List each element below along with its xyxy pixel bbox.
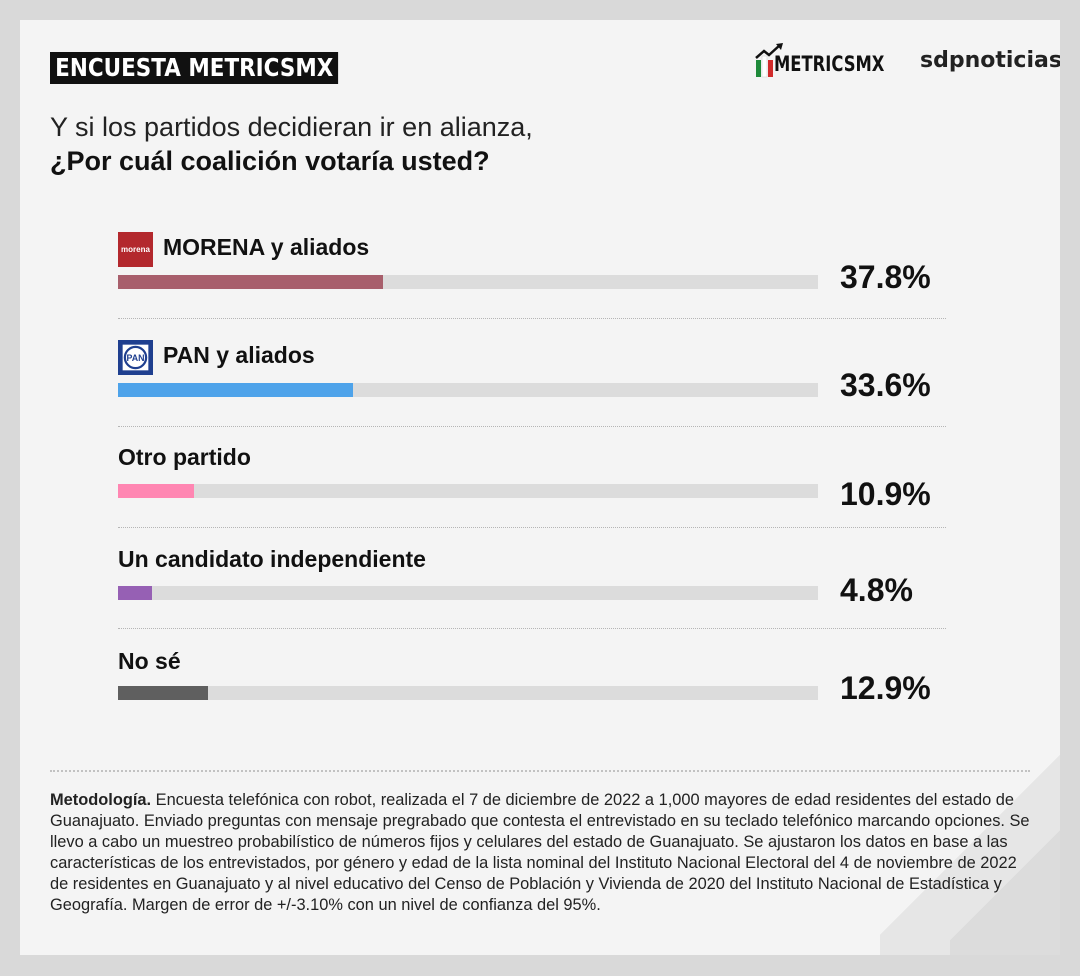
sdpnoticias-logo: sdpnoticias (920, 48, 1060, 73)
infographic-card: ENCUESTA METRICSMX METRICSMX sdpnoticias… (20, 20, 1060, 955)
bar (118, 484, 195, 498)
chart-item-otro: Otro partido 10.9% (118, 442, 948, 542)
bar (118, 383, 354, 397)
value-label: 4.8% (840, 572, 913, 608)
bar (118, 586, 152, 600)
survey-badge: ENCUESTA METRICSMX (50, 52, 339, 84)
svg-text:PAN: PAN (126, 353, 144, 363)
value-label: 33.6% (840, 367, 931, 403)
category-label: PAN y aliados (163, 342, 315, 368)
bar-track (118, 586, 818, 600)
divider (118, 318, 946, 319)
value-label: 12.9% (840, 670, 931, 706)
value-label: 10.9% (840, 476, 931, 512)
bar-track (118, 383, 818, 397)
methodology-note: Metodología. Encuesta telefónica con rob… (50, 790, 1030, 916)
value-label: 37.8% (840, 259, 931, 295)
category-label: No sé (118, 648, 181, 674)
bar-track (118, 484, 818, 498)
divider (118, 527, 946, 528)
footer-divider (50, 770, 1030, 772)
divider (118, 426, 946, 427)
category-label: MORENA y aliados (163, 234, 370, 260)
question-title: ¿Por cuál coalición votaría usted? (50, 146, 490, 176)
corner-decoration-inner (950, 815, 1060, 955)
category-label: Otro partido (118, 444, 251, 470)
bar (118, 275, 383, 289)
bar-track (118, 686, 818, 700)
methodology-text: Encuesta telefónica con robot, realizada… (50, 791, 1030, 914)
metricsmx-wordmark: METRICSMX (774, 52, 885, 76)
pan-logo-icon: PAN (118, 340, 153, 375)
category-label: Un candidato independiente (118, 546, 426, 572)
chart-item-morena: morena MORENA y aliados 37.8% (118, 232, 948, 332)
divider (118, 628, 946, 629)
question-intro: Y si los partidos decidieran ir en alian… (50, 112, 533, 142)
bar-track (118, 275, 818, 289)
chart-item-independiente: Un candidato independiente 4.8% (118, 544, 948, 644)
bar (118, 686, 209, 700)
chart-item-nose: No sé 12.9% (118, 646, 948, 746)
metricsmx-logo-icon (755, 43, 783, 78)
chart-item-pan: PAN PAN y aliados 33.6% (118, 340, 948, 440)
morena-logo-icon: morena (118, 232, 153, 267)
methodology-label: Metodología. (50, 791, 152, 809)
